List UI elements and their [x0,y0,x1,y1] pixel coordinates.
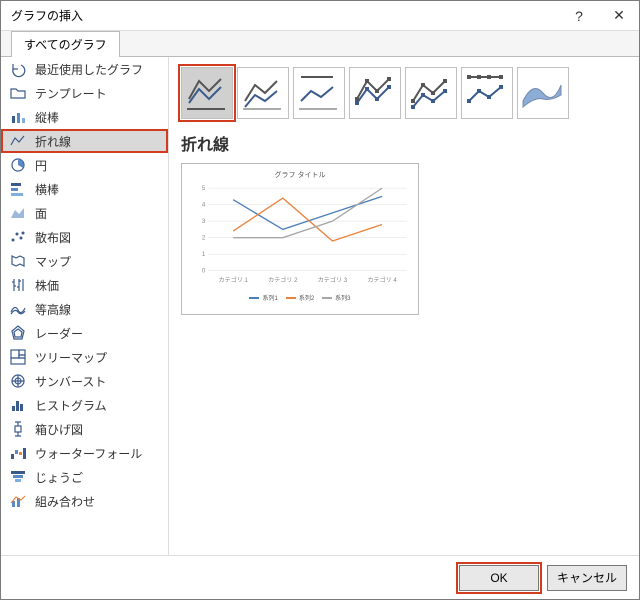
map-icon [9,252,27,270]
sidebar-item-label: 散布図 [35,229,71,246]
svg-text:5: 5 [202,185,206,192]
sidebar-item-label: ウォーターフォール [35,445,142,462]
sidebar-item-label: サンバースト [35,373,106,390]
svg-text:0: 0 [202,268,206,275]
sidebar-item-label: 横棒 [35,181,59,198]
sidebar-item-column[interactable]: 縦棒 [1,105,168,129]
dialog-footer: OK キャンセル [1,555,639,599]
sidebar-item-label: ヒストグラム [35,397,107,414]
svg-text:1: 1 [202,251,206,258]
column-icon [9,108,27,126]
sidebar-item-label: ツリーマップ [35,349,107,366]
thumb-line-stacked-markers[interactable] [405,67,457,119]
sidebar-item-sunburst[interactable]: サンバースト [1,369,168,393]
sidebar-item-funnel[interactable]: じょうご [1,465,168,489]
sidebar-item-label: 最近使用したグラフ [35,61,143,78]
sidebar-item-label: テンプレート [35,85,107,102]
treemap-icon [9,348,27,366]
thumb-line-plain[interactable] [181,67,233,119]
preview-chart-svg: 0 1 2 3 4 5 カテゴリ 1 カテゴリ 2 カテゴリ 3 カテゴリ 4 [188,182,412,286]
close-button[interactable]: ✕ [599,1,639,31]
surface-icon [9,300,27,318]
sidebar-item-label: 箱ひげ図 [35,421,83,438]
insert-chart-dialog: グラフの挿入 ? ✕ すべてのグラフ 最近使用したグラフテンプレート縦棒折れ線円… [0,0,640,600]
sidebar-item-label: 縦棒 [35,109,59,126]
selected-chart-title: 折れ線 [181,131,627,155]
sidebar-item-label: じょうご [35,469,83,486]
sidebar-item-label: レーダー [35,325,83,342]
sidebar-item-recent[interactable]: 最近使用したグラフ [1,57,168,81]
preview-legend: 系列1 系列2 系列3 [188,293,412,302]
thumb-line-100stacked[interactable] [293,67,345,119]
sidebar-item-label: 株価 [35,277,59,294]
legend-item: 系列3 [322,293,350,302]
combo-icon [9,492,27,510]
ok-button[interactable]: OK [459,565,539,591]
chart-preview[interactable]: グラフ タイトル 012345カテゴリ 1カテゴリ 2カテゴリ 3カテゴリ 4 … [181,163,419,315]
main-panel: 折れ線 グラフ タイトル 0 1 2 3 4 5 カテゴリ 1 カテゴリ 2 カテゴリ 3 カテゴ… [169,57,639,555]
cancel-button[interactable]: キャンセル [547,565,627,591]
histogram-icon [9,396,27,414]
waterfall-icon [9,444,27,462]
thumb-line-stacked[interactable] [237,67,289,119]
sidebar-item-label: 面 [35,205,47,222]
sidebar-item-boxwhisker[interactable]: 箱ひげ図 [1,417,168,441]
sidebar-item-line[interactable]: 折れ線 [1,129,168,153]
svg-text:3: 3 [202,218,206,225]
tab-row: すべてのグラフ [1,31,639,57]
sidebar-item-label: 円 [35,157,47,174]
funnel-icon [9,468,27,486]
line-icon [9,132,27,150]
sidebar-item-label: 等高線 [35,301,71,318]
folder-icon [9,84,27,102]
stock-icon [9,276,27,294]
chart-type-sidebar: 最近使用したグラフテンプレート縦棒折れ線円横棒面散布図マップ株価等高線レーダーツ… [1,57,169,555]
sidebar-item-histogram[interactable]: ヒストグラム [1,393,168,417]
legend-item: 系列1 [249,293,277,302]
svg-text:カテゴリ 2: カテゴリ 2 [268,276,298,284]
sidebar-item-radar[interactable]: レーダー [1,321,168,345]
sidebar-item-label: 折れ線 [35,133,71,150]
thumb-line-3d[interactable] [517,67,569,119]
title-bar: グラフの挿入 ? ✕ [1,1,639,31]
scatter-icon [9,228,27,246]
sidebar-item-scatter[interactable]: 散布図 [1,225,168,249]
dialog-content: 最近使用したグラフテンプレート縦棒折れ線円横棒面散布図マップ株価等高線レーダーツ… [1,57,639,555]
help-button[interactable]: ? [559,1,599,31]
svg-text:カテゴリ 4: カテゴリ 4 [367,276,397,284]
thumb-line-markers[interactable] [349,67,401,119]
svg-text:4: 4 [202,202,206,209]
sidebar-item-treemap[interactable]: ツリーマップ [1,345,168,369]
svg-text:2: 2 [202,235,206,242]
bar-icon [9,180,27,198]
subtype-row [181,67,627,119]
svg-text:カテゴリ 3: カテゴリ 3 [318,276,348,284]
undo-icon [9,60,27,78]
pie-icon [9,156,27,174]
box-icon [9,420,27,438]
sidebar-item-combo[interactable]: 組み合わせ [1,489,168,513]
dialog-title: グラフの挿入 [11,7,559,24]
sidebar-item-map[interactable]: マップ [1,249,168,273]
preview-chart-title: グラフ タイトル [188,170,412,180]
sidebar-item-templates[interactable]: テンプレート [1,81,168,105]
thumb-line-100stacked-markers[interactable] [461,67,513,119]
sidebar-item-area[interactable]: 面 [1,201,168,225]
sidebar-item-label: 組み合わせ [35,493,95,510]
svg-text:カテゴリ 1: カテゴリ 1 [218,276,248,284]
sidebar-item-label: マップ [35,253,71,270]
radar-icon [9,324,27,342]
sidebar-item-surface[interactable]: 等高線 [1,297,168,321]
sunburst-icon [9,372,27,390]
sidebar-item-pie[interactable]: 円 [1,153,168,177]
sidebar-item-waterfall[interactable]: ウォーターフォール [1,441,168,465]
sidebar-item-stock[interactable]: 株価 [1,273,168,297]
area-icon [9,204,27,222]
legend-item: 系列2 [286,293,314,302]
sidebar-item-bar[interactable]: 横棒 [1,177,168,201]
tab-all-charts[interactable]: すべてのグラフ [11,31,120,57]
